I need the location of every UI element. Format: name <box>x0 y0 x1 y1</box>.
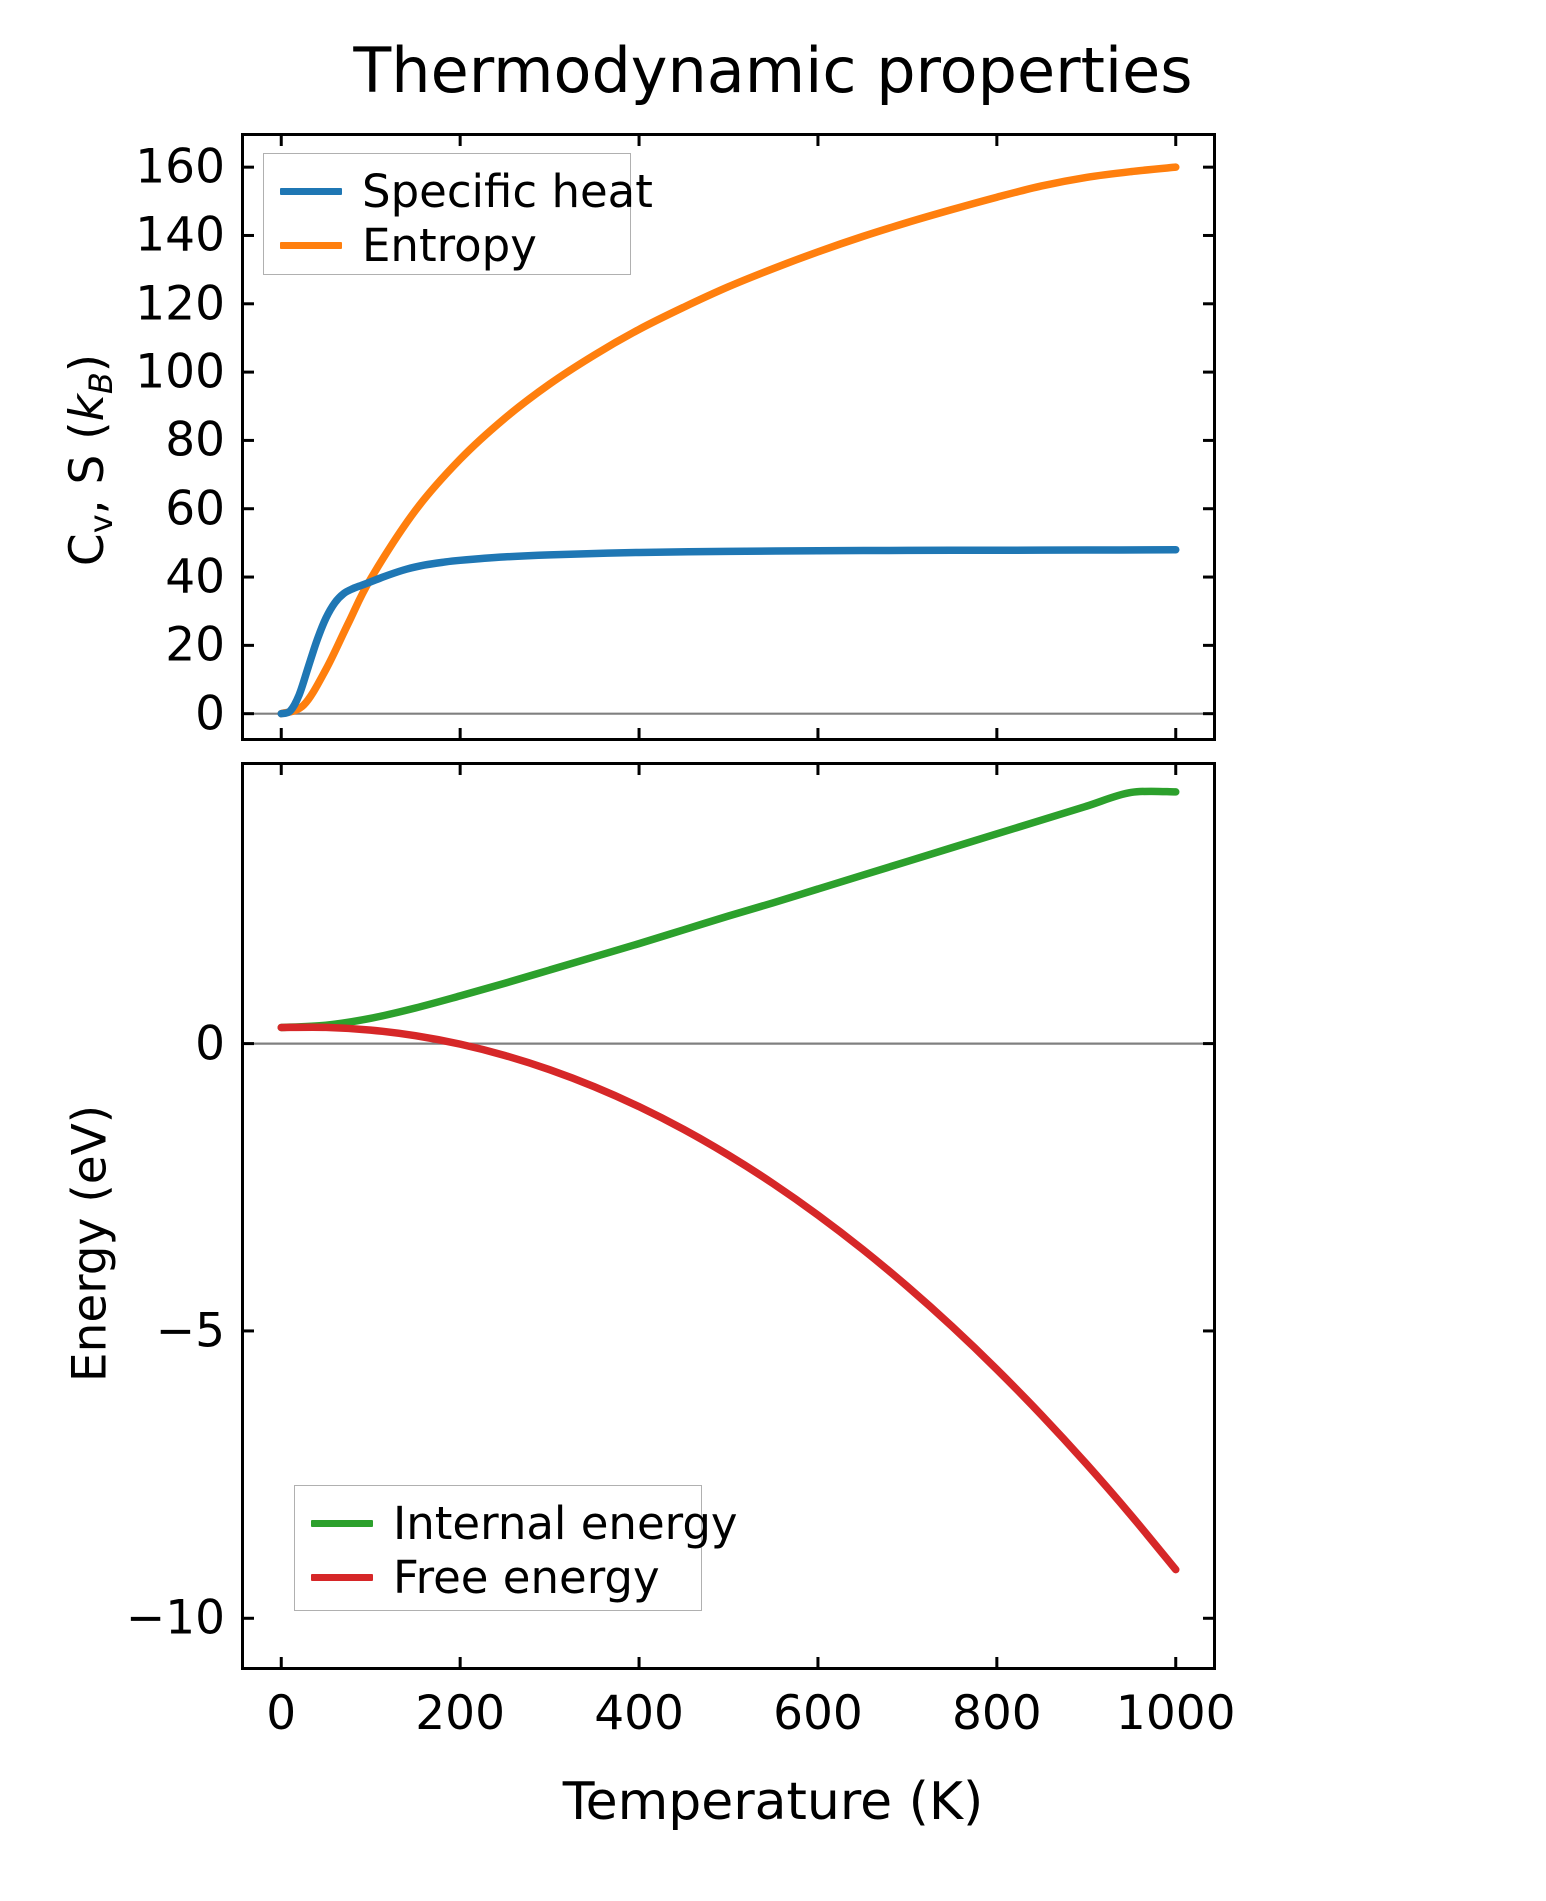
legend-item-specific-heat[interactable]: Specific heat <box>280 164 653 218</box>
ytick-label-top: 100 <box>135 344 225 400</box>
ytick-label-top: 160 <box>135 139 225 195</box>
legend-swatch-specific-heat <box>280 187 342 195</box>
xtick-label: 800 <box>951 1686 1042 1741</box>
xtick-label: 200 <box>415 1686 505 1741</box>
ytick-label-top: 60 <box>165 481 225 537</box>
xtick-label: 400 <box>594 1686 684 1741</box>
ytick-label-top: 140 <box>135 207 225 263</box>
legend-swatch-free-energy <box>311 1573 373 1581</box>
xtick-label: 600 <box>773 1686 863 1741</box>
ylabel-k: k <box>60 394 116 422</box>
legend-label-free-energy: Free energy <box>393 1550 660 1604</box>
internal-energy-curve <box>277 787 1180 1032</box>
free-energy-curve <box>277 1023 1180 1574</box>
ylabel-close: ) <box>60 353 116 373</box>
ylabel-sep: , S ( <box>60 421 116 515</box>
ytick-label-bottom: −5 <box>155 1303 225 1359</box>
legend-swatch-entropy <box>280 241 342 249</box>
ytick-label-bottom: −10 <box>125 1590 225 1646</box>
top-panel-axes-frame <box>241 133 1216 741</box>
ytick-label-top: 0 <box>195 686 225 742</box>
bottom-panel-y-axis-label: Energy (eV) <box>62 1104 118 1383</box>
top-panel-legend[interactable]: Specific heat Entropy <box>263 153 653 275</box>
xtick-label: 0 <box>266 1686 297 1741</box>
ytick-label-top: 120 <box>135 276 225 332</box>
ylabel-cv-subscript: v <box>81 514 120 534</box>
ylabel-k-subscript: B <box>81 372 120 395</box>
legend-label-internal-energy: Internal energy <box>393 1496 738 1550</box>
panel-specific-heat-entropy <box>241 133 1216 741</box>
ylabel-cv: C <box>60 533 116 567</box>
top-panel-y-axis-label: Cv, S (kB) <box>60 220 120 700</box>
legend-item-internal-energy[interactable]: Internal energy <box>311 1496 738 1550</box>
specific-heat-curve <box>277 545 1180 718</box>
ytick-label-top: 40 <box>165 549 225 605</box>
bottom-panel-legend[interactable]: Internal energy Free energy <box>294 1485 738 1611</box>
legend-label-entropy: Entropy <box>362 218 537 272</box>
bottom-panel-axes-frame <box>241 762 1216 1670</box>
legend-item-free-energy[interactable]: Free energy <box>311 1550 685 1604</box>
ytick-label-bottom: 0 <box>195 1016 225 1072</box>
ytick-label-top: 20 <box>165 617 225 673</box>
x-axis-label: Temperature (K) <box>562 1772 984 1832</box>
entropy-curve <box>277 163 1180 718</box>
legend-item-entropy[interactable]: Entropy <box>280 218 614 272</box>
panel-energies <box>241 762 1216 1670</box>
figure-title: Thermodynamic properties <box>353 34 1193 107</box>
ytick-label-top: 80 <box>165 412 225 468</box>
legend-swatch-internal-energy <box>311 1519 373 1527</box>
legend-label-specific-heat: Specific heat <box>362 164 653 218</box>
xtick-label: 1000 <box>1115 1686 1236 1741</box>
